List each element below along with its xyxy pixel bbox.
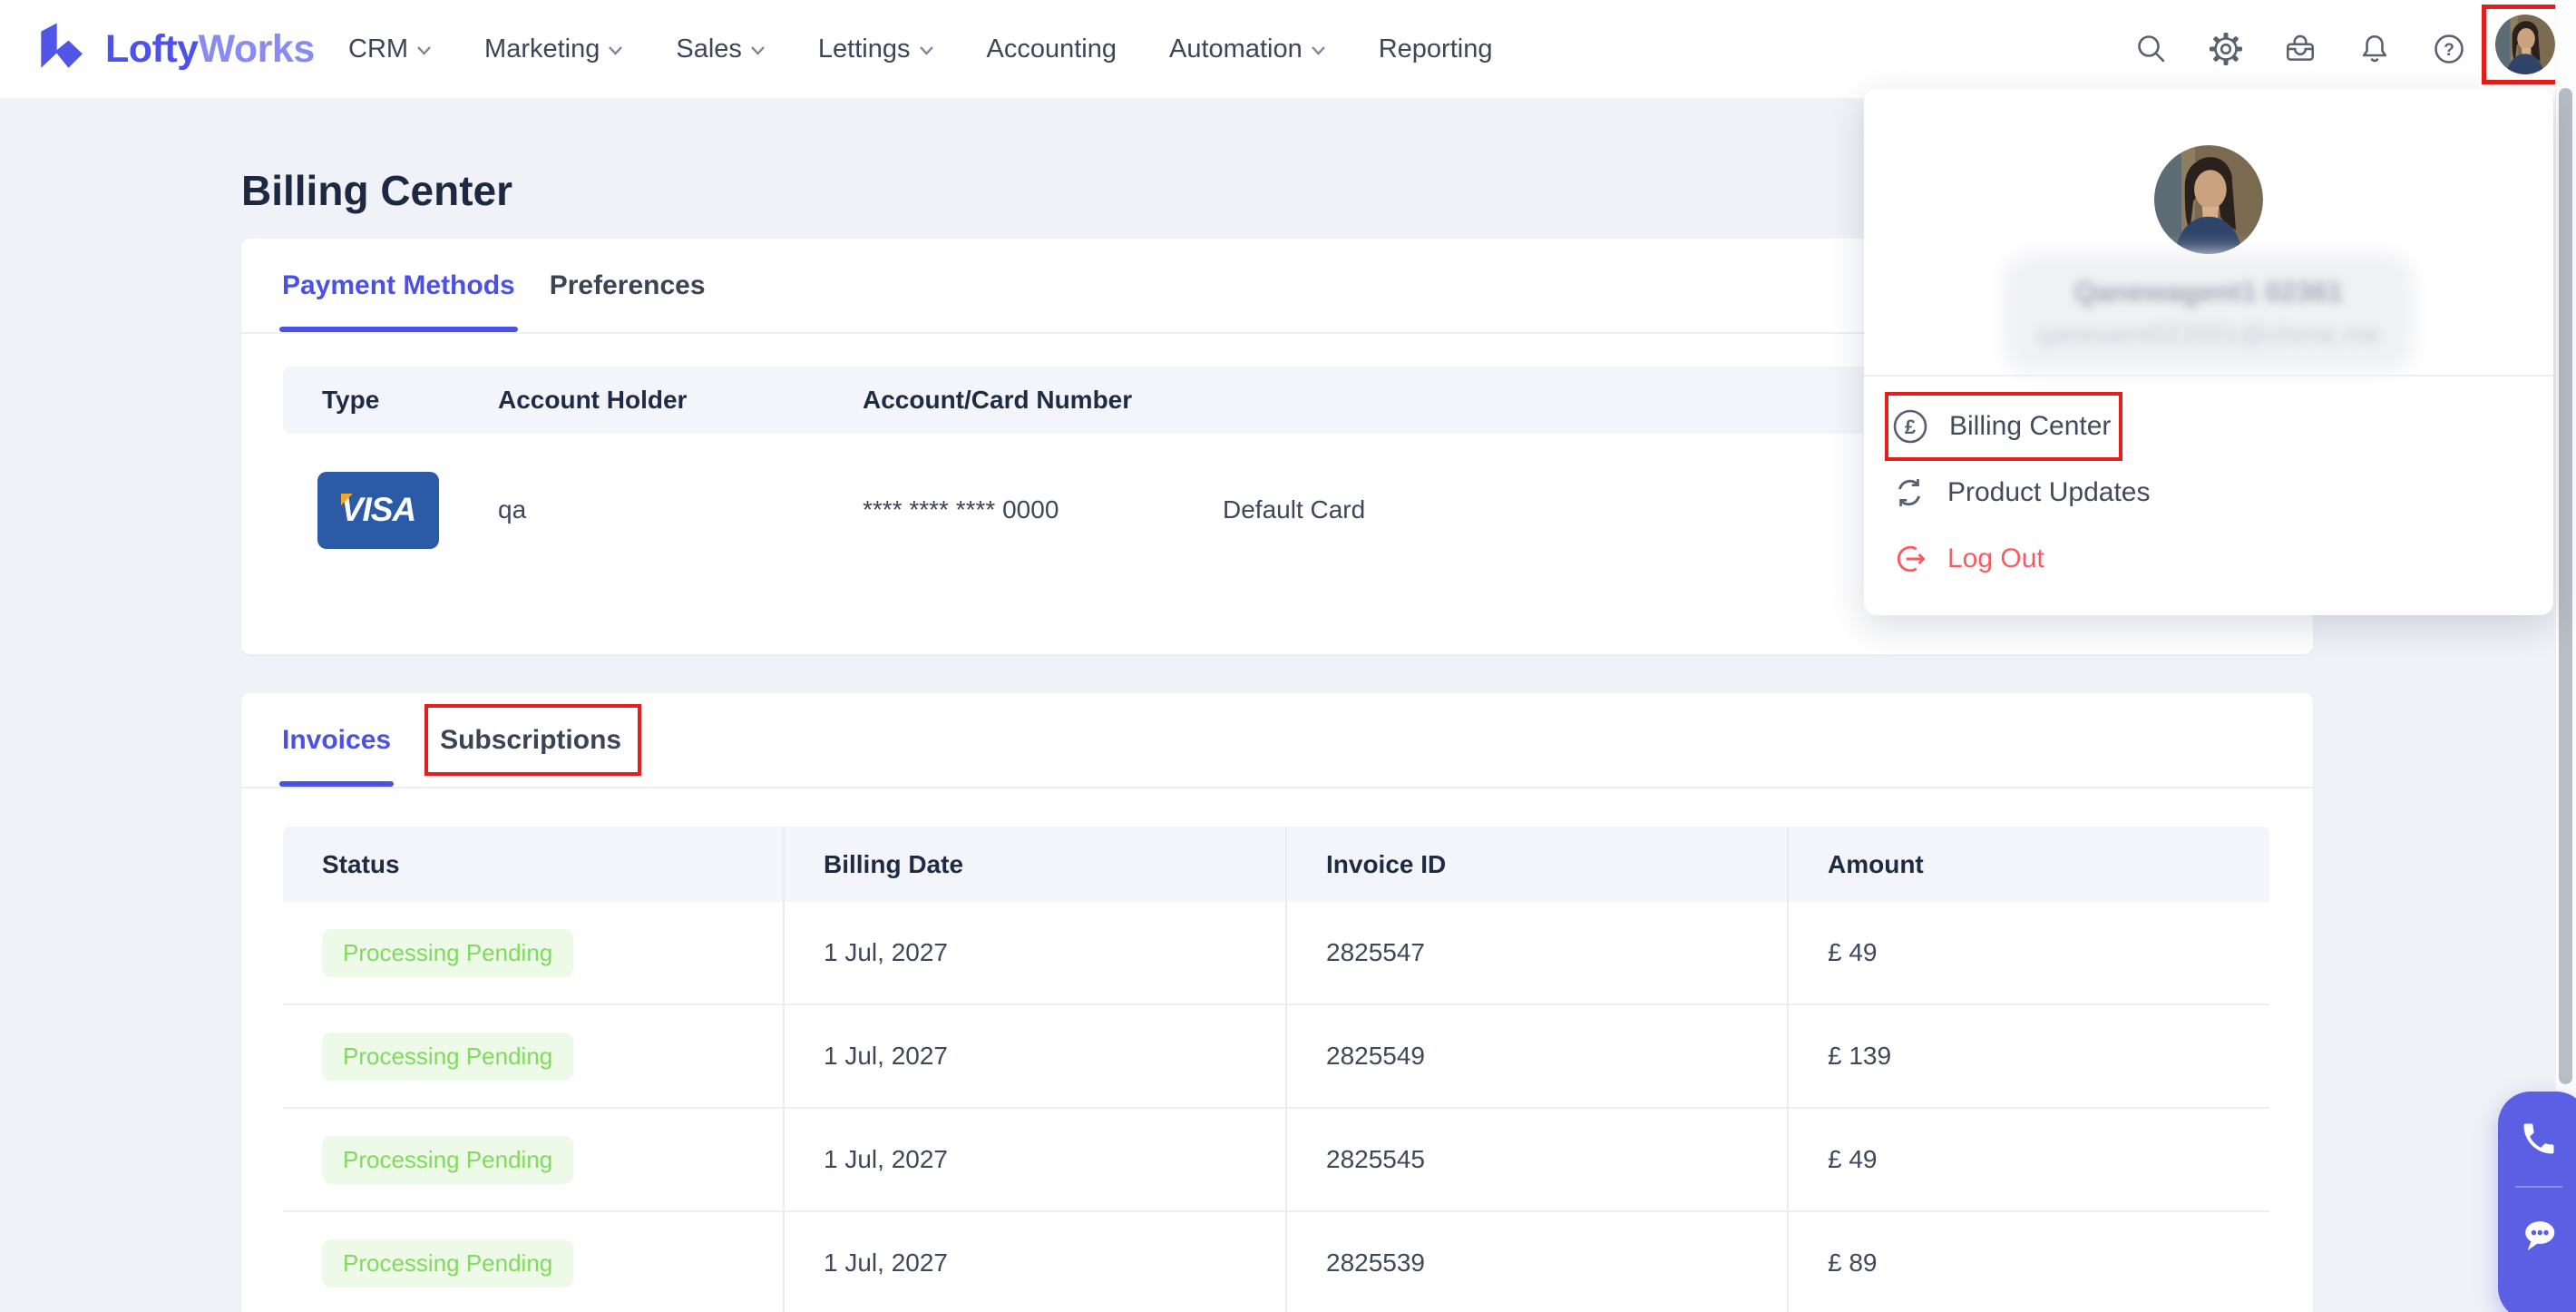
svg-text:£: £ <box>1905 416 1917 438</box>
column-header-billing-date: Billing Date <box>783 827 1285 902</box>
loftyworks-logo[interactable]: LoftyWorks <box>34 0 315 98</box>
column-header-amount: Amount <box>1787 827 2269 902</box>
account-holder-cell: qa <box>498 495 527 524</box>
invoice-id-cell: 2825539 <box>1285 1212 1787 1312</box>
invoices-table-header: Status Billing Date Invoice ID Amount <box>283 827 2269 902</box>
payment-method-row[interactable]: VISA qa **** **** **** 0000 Default Card <box>283 434 2269 586</box>
payment-tabs: Payment Methods Preferences <box>279 239 706 332</box>
page-title: Billing Center <box>241 166 513 214</box>
user-email-blurred: qanewent022001@chime.me <box>2037 320 2380 349</box>
settings-gear-icon[interactable] <box>2209 32 2243 66</box>
visa-notch <box>341 493 353 505</box>
chevron-down-icon <box>919 45 933 55</box>
billing-tabs: Invoices Subscriptions <box>278 693 642 787</box>
tab-subscriptions[interactable]: Subscriptions <box>440 724 622 755</box>
chevron-down-icon <box>751 45 765 55</box>
billing-date-cell: 1 Jul, 2027 <box>783 1212 1285 1312</box>
visa-card-badge: VISA <box>317 471 439 549</box>
status-badge: Processing Pending <box>322 928 574 977</box>
column-header-account-holder: Account Holder <box>498 386 688 414</box>
invoices-card: Invoices Subscriptions Status Billing Da… <box>241 693 2313 1312</box>
sync-arrows-icon <box>1898 479 1920 506</box>
logout-icon <box>1897 545 1926 573</box>
search-icon[interactable] <box>2134 32 2169 66</box>
user-dropdown-menu: Qanewagent1 02361 qanewent022001@chime.m… <box>1864 89 2553 615</box>
inbox-box-icon[interactable] <box>2283 32 2317 66</box>
help-question-icon[interactable]: ? <box>2432 32 2466 66</box>
notifications-bell-icon[interactable] <box>2357 32 2392 66</box>
status-badge: Processing Pending <box>322 1032 574 1081</box>
invoice-id-cell: 2825547 <box>1285 902 1787 1004</box>
nav-item-accounting[interactable]: Accounting <box>986 34 1117 64</box>
user-avatar-large <box>2154 145 2263 254</box>
invoice-row[interactable]: Processing Pending 1 Jul, 2027 2825547 £… <box>283 902 2269 1005</box>
card-type-cell: VISA <box>283 471 459 549</box>
amount-cell: £ 139 <box>1787 1005 2269 1107</box>
status-badge: Processing Pending <box>322 1239 574 1288</box>
column-header-card-number: Account/Card Number <box>863 386 1133 414</box>
tab-payment-methods[interactable]: Payment Methods <box>279 239 518 332</box>
amount-cell: £ 89 <box>1787 1212 2269 1312</box>
amount-cell: £ 49 <box>1787 902 2269 1004</box>
scrollbar-thumb[interactable] <box>2559 88 2572 1084</box>
user-avatar[interactable] <box>2495 15 2555 74</box>
billing-date-cell: 1 Jul, 2027 <box>783 902 1285 1004</box>
tabs-divider <box>241 332 2313 334</box>
topbar-icon-group: ? <box>2134 0 2466 98</box>
column-header-type: Type <box>322 386 380 414</box>
invoice-row[interactable]: Processing Pending 1 Jul, 2027 2825539 £… <box>283 1212 2269 1312</box>
contact-floating-widget <box>2498 1092 2576 1312</box>
invoice-row[interactable]: Processing Pending 1 Jul, 2027 2825545 £… <box>283 1109 2269 1212</box>
user-identity-blurred: Qanewagent1 02361 qanewent022001@chime.m… <box>2018 268 2399 358</box>
pound-circle-icon: £ <box>1893 409 1927 444</box>
highlight-box-subscriptions: Subscriptions <box>424 704 642 776</box>
billing-date-cell: 1 Jul, 2027 <box>783 1109 1285 1210</box>
user-name-blurred: Qanewagent1 02361 <box>2073 276 2344 308</box>
chevron-down-icon <box>417 45 431 55</box>
chevron-down-icon <box>1311 45 1325 55</box>
column-header-status: Status <box>322 849 400 878</box>
billing-date-cell: 1 Jul, 2027 <box>783 1005 1285 1107</box>
main-navigation: CRM Marketing Sales Lettings Accounting … <box>348 0 1492 98</box>
amount-cell: £ 49 <box>1787 1109 2269 1210</box>
nav-item-sales[interactable]: Sales <box>676 34 766 64</box>
nav-item-marketing[interactable]: Marketing <box>484 34 623 64</box>
tab-preferences[interactable]: Preferences <box>549 269 706 300</box>
highlight-box-billing-center <box>1885 392 2122 461</box>
nav-item-lettings[interactable]: Lettings <box>818 34 934 64</box>
page-scrollbar <box>2555 0 2576 1312</box>
nav-item-crm[interactable]: CRM <box>348 34 432 64</box>
status-badge: Processing Pending <box>322 1135 574 1184</box>
logo-wordmark: LoftyWorks <box>105 26 315 71</box>
top-navigation-bar: LoftyWorks CRM Marketing Sales Lettings … <box>0 0 2576 99</box>
widget-divider <box>2515 1186 2562 1188</box>
menu-item-billing-center[interactable]: £ Billing Center <box>1891 404 2111 449</box>
chat-button[interactable] <box>2498 1188 2576 1282</box>
nav-item-reporting[interactable]: Reporting <box>1378 34 1493 64</box>
invoice-row[interactable]: Processing Pending 1 Jul, 2027 2825549 £… <box>283 1005 2269 1109</box>
column-header-invoice-id: Invoice ID <box>1285 827 1787 902</box>
phone-call-button[interactable] <box>2498 1092 2576 1186</box>
chat-bubble-icon <box>2525 1221 2555 1251</box>
invoices-table: Status Billing Date Invoice ID Amount Pr… <box>283 827 2269 1312</box>
invoice-id-cell: 2825549 <box>1285 1005 1787 1107</box>
menu-item-product-updates[interactable]: Product Updates <box>1891 470 2150 515</box>
nav-item-automation[interactable]: Automation <box>1169 34 1326 64</box>
svg-text:?: ? <box>2444 41 2454 60</box>
card-number-cell: **** **** **** 0000 <box>863 495 1059 524</box>
default-card-label: Default Card <box>1223 495 1366 524</box>
chevron-down-icon <box>609 45 623 55</box>
tabs-divider <box>241 787 2313 788</box>
menu-item-log-out[interactable]: Log Out <box>1891 536 2044 582</box>
tab-invoices[interactable]: Invoices <box>278 693 395 787</box>
phone-icon <box>2523 1123 2554 1154</box>
invoice-id-cell: 2825545 <box>1285 1109 1787 1210</box>
menu-divider <box>1864 375 2553 377</box>
loftyworks-logo-icon <box>34 20 93 79</box>
